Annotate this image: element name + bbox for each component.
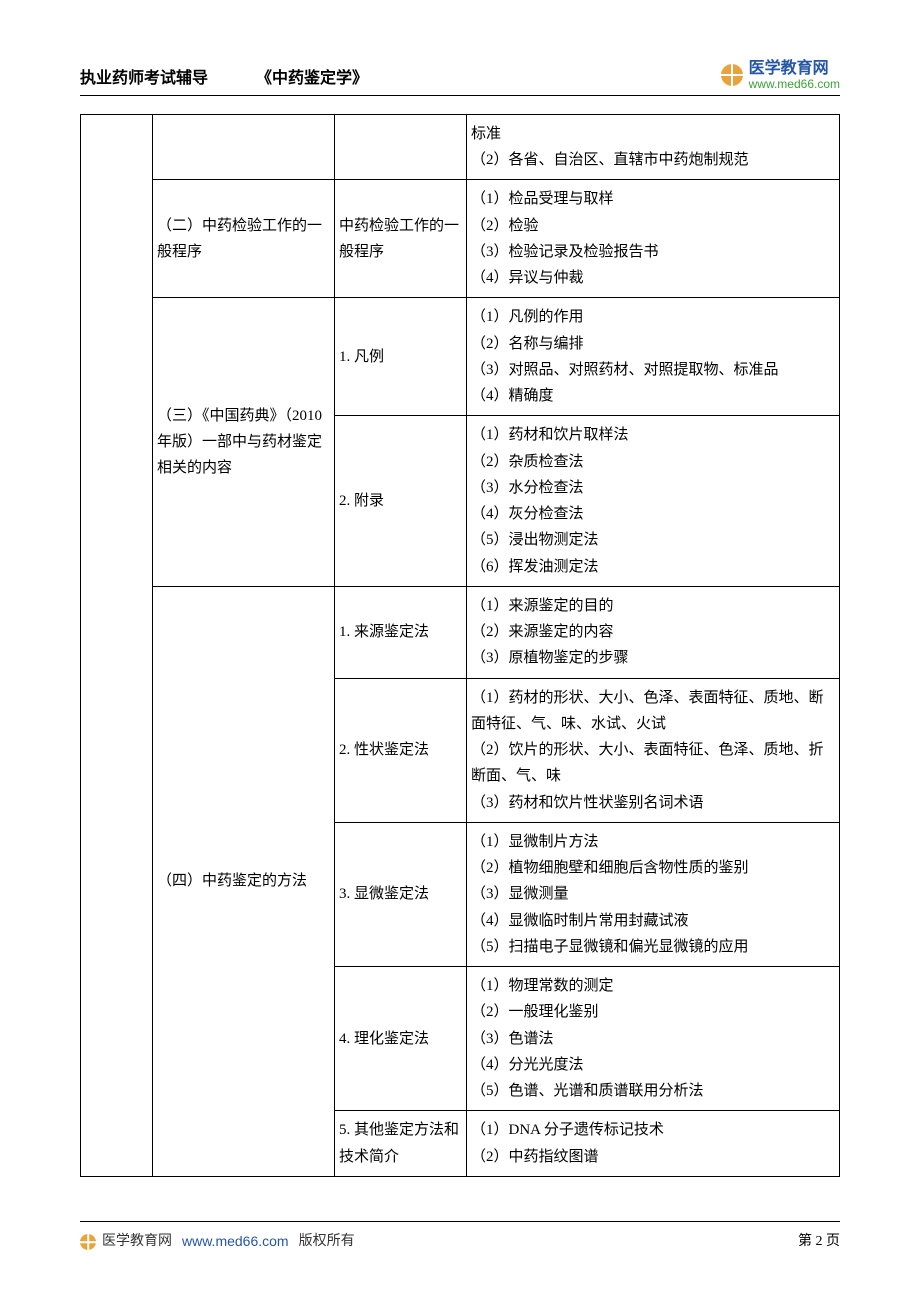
table-row: （四）中药鉴定的方法1. 来源鉴定法（1）来源鉴定的目的（2）来源鉴定的内容（3… bbox=[81, 586, 840, 678]
course-title: 执业药师考试辅导 bbox=[80, 68, 208, 90]
col-c-cell: 3. 显微鉴定法 bbox=[335, 822, 467, 966]
footer-copyright: 版权所有 bbox=[299, 1232, 355, 1252]
col-b-cell: （二）中药检验工作的一般程序 bbox=[153, 180, 335, 298]
col-d-cell: （1）物理常数的测定（2）一般理化鉴别（3）色谱法（4）分光光度法（5）色谱、光… bbox=[467, 967, 840, 1111]
brand-name-cn: 医学教育网 bbox=[749, 60, 840, 78]
col-c-cell: 2. 性状鉴定法 bbox=[335, 678, 467, 822]
col-d-cell: （1）药材和饮片取样法（2）杂质检查法（3）水分检查法（4）灰分检查法（5）浸出… bbox=[467, 416, 840, 587]
col-c-cell: 4. 理化鉴定法 bbox=[335, 967, 467, 1111]
col-b-cell bbox=[153, 114, 335, 180]
footer-url: www.med66.com bbox=[182, 1232, 289, 1252]
col-c-cell: 1. 来源鉴定法 bbox=[335, 586, 467, 678]
col-c-cell: 1. 凡例 bbox=[335, 298, 467, 416]
footer-logo-icon bbox=[80, 1234, 96, 1250]
col-d-cell: （1）药材的形状、大小、色泽、表面特征、质地、断面特征、气、味、水试、火试（2）… bbox=[467, 678, 840, 822]
col-a-cell bbox=[81, 114, 153, 1176]
col-c-cell: 5. 其他鉴定方法和技术简介 bbox=[335, 1111, 467, 1177]
table-row: （三）《中国药典》（2010年版）一部中与药材鉴定相关的内容1. 凡例（1）凡例… bbox=[81, 298, 840, 416]
col-d-cell: （1）DNA 分子遗传标记技术（2）中药指纹图谱 bbox=[467, 1111, 840, 1177]
col-d-cell: （1）显微制片方法（2）植物细胞壁和细胞后含物性质的鉴别（3）显微测量（4）显微… bbox=[467, 822, 840, 966]
header-left: 执业药师考试辅导 《中药鉴定学》 bbox=[80, 68, 368, 90]
col-c-cell: 2. 附录 bbox=[335, 416, 467, 587]
col-b-cell: （三）《中国药典》（2010年版）一部中与药材鉴定相关的内容 bbox=[153, 298, 335, 587]
subject-title: 《中药鉴定学》 bbox=[256, 68, 368, 90]
brand-logo-text: 医学教育网 www.med66.com bbox=[749, 60, 840, 91]
col-c-cell bbox=[335, 114, 467, 180]
col-d-cell: （1）检品受理与取样（2）检验（3）检验记录及检验报告书（4）异议与仲裁 bbox=[467, 180, 840, 298]
footer-left: 医学教育网 www.med66.com 版权所有 bbox=[80, 1232, 355, 1252]
header-right: 医学教育网 www.med66.com bbox=[721, 60, 840, 91]
col-c-cell: 中药检验工作的一般程序 bbox=[335, 180, 467, 298]
col-d-cell: （1）来源鉴定的目的（2）来源鉴定的内容（3）原植物鉴定的步骤 bbox=[467, 586, 840, 678]
page-header: 执业药师考试辅导 《中药鉴定学》 医学教育网 www.med66.com bbox=[80, 60, 840, 96]
page: 执业药师考试辅导 《中药鉴定学》 医学教育网 www.med66.com 标准（… bbox=[0, 0, 920, 1302]
col-b-cell: （四）中药鉴定的方法 bbox=[153, 586, 335, 1176]
footer-page-number: 第 2 页 bbox=[798, 1232, 840, 1252]
col-d-cell: 标准（2）各省、自治区、直辖市中药炮制规范 bbox=[467, 114, 840, 180]
brand-logo-icon bbox=[721, 64, 743, 86]
table-row: 标准（2）各省、自治区、直辖市中药炮制规范 bbox=[81, 114, 840, 180]
syllabus-table-body: 标准（2）各省、自治区、直辖市中药炮制规范（二）中药检验工作的一般程序中药检验工… bbox=[81, 114, 840, 1176]
brand-name-en: www.med66.com bbox=[749, 78, 840, 91]
table-row: （二）中药检验工作的一般程序中药检验工作的一般程序（1）检品受理与取样（2）检验… bbox=[81, 180, 840, 298]
page-footer: 医学教育网 www.med66.com 版权所有 第 2 页 bbox=[80, 1221, 840, 1252]
syllabus-table: 标准（2）各省、自治区、直辖市中药炮制规范（二）中药检验工作的一般程序中药检验工… bbox=[80, 114, 840, 1177]
footer-brand: 医学教育网 bbox=[102, 1232, 172, 1252]
col-d-cell: （1）凡例的作用（2）名称与编排（3）对照品、对照药材、对照提取物、标准品（4）… bbox=[467, 298, 840, 416]
